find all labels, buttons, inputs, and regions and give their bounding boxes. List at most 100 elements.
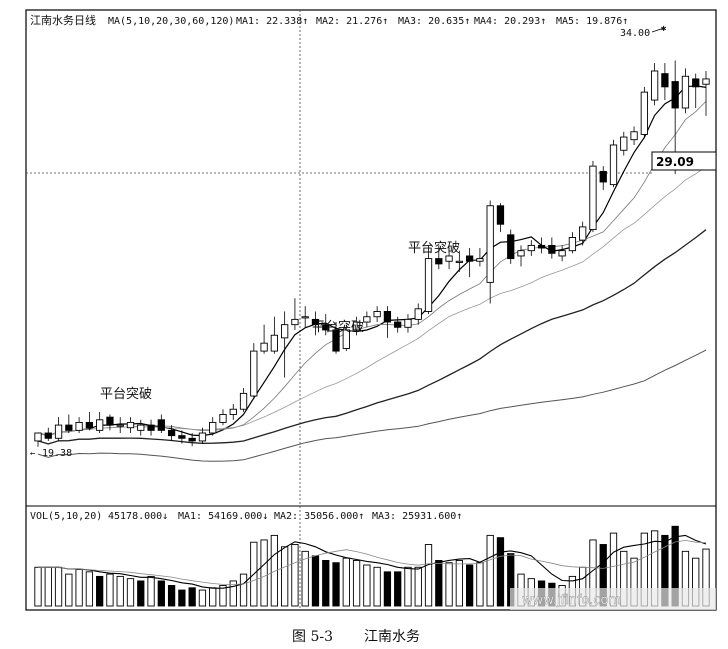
volume-bar <box>332 562 340 607</box>
candle-body <box>157 419 165 431</box>
watermark-bg <box>510 588 716 610</box>
volume-bar <box>414 566 422 607</box>
vol-ma1: MA1: 54169.000↓ <box>178 511 268 522</box>
volume-bar <box>465 564 474 607</box>
candle-body <box>579 226 587 241</box>
candle-body <box>671 81 679 109</box>
candle-body <box>137 424 145 431</box>
candle-body <box>609 144 618 186</box>
candle-body <box>281 324 289 339</box>
high-marker-icon: ✱ <box>661 24 667 34</box>
volume-bar <box>455 559 463 607</box>
candle-body <box>507 234 515 260</box>
volume-bar <box>445 562 453 607</box>
breakout-label-2: 平台突破 <box>312 319 364 335</box>
ma-line-60 <box>37 349 707 462</box>
ma1-value: MA1: 22.338↑ <box>236 16 308 27</box>
volume-bar <box>496 537 505 607</box>
candle-body <box>527 244 535 252</box>
volume-bar <box>435 559 443 607</box>
volume-bar <box>65 573 73 607</box>
breakout-label-3: 平台突破 <box>408 240 460 256</box>
candle-body <box>291 318 299 326</box>
candle-body <box>435 258 443 265</box>
candle-body <box>96 419 104 431</box>
candle-body <box>404 318 412 328</box>
volume-bar <box>301 550 309 607</box>
low-label: 19.38 <box>42 448 72 459</box>
candle-body <box>465 255 474 262</box>
candle-body <box>126 421 135 429</box>
candle-body <box>34 432 42 442</box>
volume-bar <box>106 573 114 607</box>
volume-bar <box>404 566 412 607</box>
high-arrow <box>651 27 665 33</box>
volume-bar <box>209 587 217 607</box>
volume-bar <box>54 566 63 607</box>
volume-ma-line-10 <box>38 539 707 586</box>
candle-body <box>301 316 309 319</box>
volume-bar <box>352 559 361 607</box>
candle-body <box>455 260 463 263</box>
volume-bar <box>342 557 350 607</box>
volume-bar <box>486 534 494 607</box>
candle-body <box>147 424 155 431</box>
stock-title: 江南水务日线 <box>30 13 96 27</box>
candle-body <box>188 437 196 442</box>
volume-bar <box>291 544 299 607</box>
candle-body <box>496 205 505 225</box>
ma3-value: MA3: 20.635↑ <box>398 16 470 27</box>
volume-bar <box>239 573 248 607</box>
candle-body <box>548 244 556 254</box>
candle-body <box>198 432 207 442</box>
volume-bar <box>116 575 124 607</box>
volume-bar <box>96 575 104 607</box>
ma4-value: MA4: 20.293↑ <box>474 16 546 27</box>
candle-body <box>414 308 422 320</box>
candle-body <box>650 70 659 101</box>
current-price-box <box>651 151 717 171</box>
candle-body <box>589 165 597 230</box>
volume-ma-lines <box>38 534 707 589</box>
candle-body <box>352 321 361 331</box>
volume-bar <box>383 571 392 607</box>
candle-body <box>219 414 227 423</box>
volume-bar <box>178 589 186 607</box>
candle-body <box>630 131 638 141</box>
volume-bar <box>394 571 402 607</box>
chart-border <box>25 9 717 611</box>
candle-body <box>311 318 320 326</box>
ma-line-30 <box>37 229 707 445</box>
candle-body <box>239 392 248 410</box>
volume-bar <box>44 566 52 607</box>
candle-body <box>692 78 700 88</box>
candle-body <box>270 334 279 352</box>
volume-bar <box>260 539 268 607</box>
vol-params: VOL(5,10,20) <box>30 511 102 522</box>
breakout-label-1: 平台突破 <box>100 386 152 402</box>
candle-body <box>517 250 525 257</box>
vol-ma2: MA2: 35056.000↑ <box>274 511 364 522</box>
ma5-value: MA5: 19.876↑ <box>556 16 628 27</box>
volume-bar <box>85 571 94 607</box>
candle-body <box>116 424 124 427</box>
vol-value: 45178.000↓ <box>108 511 168 522</box>
candle-body <box>178 435 186 439</box>
volume-ma-line-5 <box>38 534 707 589</box>
high-label: 34.00 <box>620 28 650 39</box>
candle-body <box>568 237 577 252</box>
candle-body <box>373 311 381 318</box>
candle-body <box>640 91 648 135</box>
candle-body <box>342 329 350 349</box>
candle-body <box>476 258 484 262</box>
volume-bar <box>157 580 165 607</box>
ma-params: MA(5,10,20,30,60,120) <box>108 16 234 27</box>
volume-bar <box>137 580 145 607</box>
volume-bar <box>322 559 330 607</box>
candle-body <box>260 342 268 352</box>
low-marker-icon: ← <box>30 449 36 459</box>
volume-bar <box>373 566 381 607</box>
ma2-value: MA2: 21.276↑ <box>316 16 388 27</box>
volume-bar <box>229 580 237 607</box>
candle-body <box>383 311 392 323</box>
